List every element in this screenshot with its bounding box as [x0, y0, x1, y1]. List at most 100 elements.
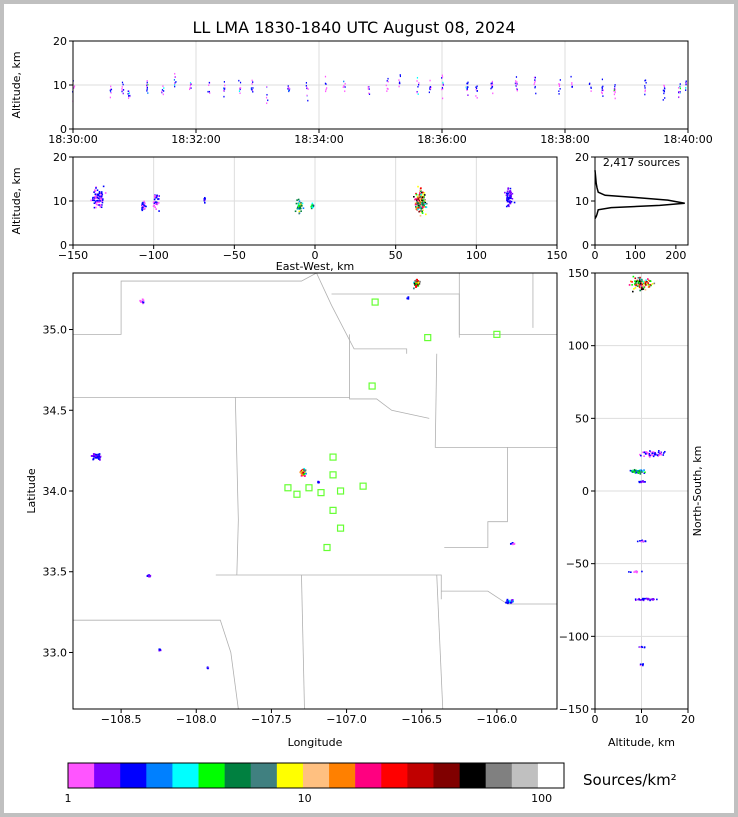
map-source-point [507, 601, 510, 604]
time-source-point [265, 96, 268, 99]
colorbar-label: Sources/km² [583, 771, 677, 789]
time-source-point [663, 85, 666, 88]
map-source-point [416, 281, 418, 284]
ew-source-point [97, 194, 100, 197]
time-source-point [287, 85, 289, 87]
ns-source-point [640, 454, 642, 457]
time-source-point [307, 99, 309, 102]
map-source-point [142, 299, 145, 302]
ns-source-point [649, 450, 651, 452]
time-source-point [368, 93, 371, 95]
time-source-point [122, 92, 124, 95]
time-source-point [534, 85, 536, 88]
time-source-point [146, 83, 148, 86]
time-source-point [368, 92, 370, 95]
ew-source-point [155, 196, 158, 199]
ew-source-point [421, 202, 424, 204]
time-source-point [466, 89, 468, 92]
ns-source-point [649, 451, 652, 453]
time-source-point [398, 81, 401, 84]
time-source-point [127, 93, 129, 95]
ns-source-point [641, 285, 643, 288]
time-source-point [644, 85, 646, 87]
time-source-point [601, 89, 603, 91]
ew-source-point [301, 202, 304, 205]
time-source-point [678, 96, 680, 98]
ew-source-point [510, 200, 513, 203]
time-panel-border [72, 40, 689, 130]
time-source-point [251, 79, 253, 82]
ns-source-point [640, 288, 643, 291]
ew-source-point [294, 210, 297, 213]
map-y-tick-label: 34.0 [43, 485, 68, 498]
station-marker [329, 453, 337, 461]
ew-source-point [157, 202, 160, 204]
ew-source-point [95, 201, 98, 204]
ns-source-point [663, 450, 666, 453]
ew-source-point [418, 205, 421, 208]
map-y-tick-label: 35.0 [43, 324, 68, 337]
time-source-point [515, 82, 517, 84]
ew-source-point [95, 187, 97, 189]
time-source-point [174, 85, 176, 88]
ns-y-tick-label: 100 [568, 340, 589, 353]
ew-source-point [98, 191, 101, 193]
time-source-point [685, 89, 687, 91]
ew-source-point [203, 202, 206, 204]
time-source-point [398, 79, 400, 81]
ew-source-point [416, 207, 419, 210]
ns-ylabel: North-South, km [691, 446, 704, 537]
map-source-point [158, 649, 161, 652]
ew-source-point [100, 198, 103, 200]
map-source-point [417, 284, 420, 287]
time-source-point [601, 92, 603, 95]
ew-source-point [94, 202, 97, 205]
map-source-point [305, 472, 307, 475]
ew-source-point [508, 197, 510, 200]
time-source-point [441, 97, 444, 100]
ns-source-point [642, 288, 645, 290]
ns-source-point [638, 470, 641, 473]
ns-tick-label: 10 [635, 713, 649, 726]
ns-source-point [638, 598, 641, 601]
ns-source-point [648, 284, 650, 287]
ew-source-point [98, 201, 101, 204]
time-source-point [162, 93, 164, 96]
ns-source-point [662, 454, 665, 456]
map-x-tick-label: −108.5 [101, 713, 142, 726]
ew-source-point [507, 188, 509, 190]
ns-source-point [631, 290, 634, 293]
ew-source-point [506, 190, 509, 193]
ns-source-point [631, 469, 634, 472]
ns-source-point [641, 281, 644, 283]
map-source-point [415, 282, 418, 285]
time-source-point [685, 82, 687, 85]
time-source-point [386, 80, 388, 82]
ew-source-point [153, 202, 156, 204]
station-marker [323, 543, 331, 552]
ew-source-point [298, 210, 301, 213]
time-source-point [386, 87, 388, 90]
time-source-point [601, 87, 603, 90]
time-source-point [614, 91, 616, 94]
time-source-point [662, 89, 664, 92]
ew-source-point [420, 194, 422, 197]
ns-source-point [635, 284, 638, 286]
ew-source-point [101, 198, 104, 200]
ns-source-point [642, 597, 644, 600]
ns-source-point [642, 281, 645, 283]
ew-source-point [508, 205, 510, 208]
ew-source-point [297, 198, 300, 201]
map-source-point [97, 453, 99, 456]
ns-source-point [643, 280, 646, 283]
map-source-point [207, 667, 209, 670]
time-source-point [602, 95, 604, 97]
ew-source-point [418, 198, 420, 200]
ns-source-point [638, 286, 641, 288]
ns-source-point [639, 283, 642, 285]
time-source-point [644, 89, 646, 92]
ns-source-point [643, 455, 645, 457]
ew-source-point [506, 194, 509, 196]
time-source-point [491, 80, 493, 83]
time-source-point [305, 84, 307, 87]
